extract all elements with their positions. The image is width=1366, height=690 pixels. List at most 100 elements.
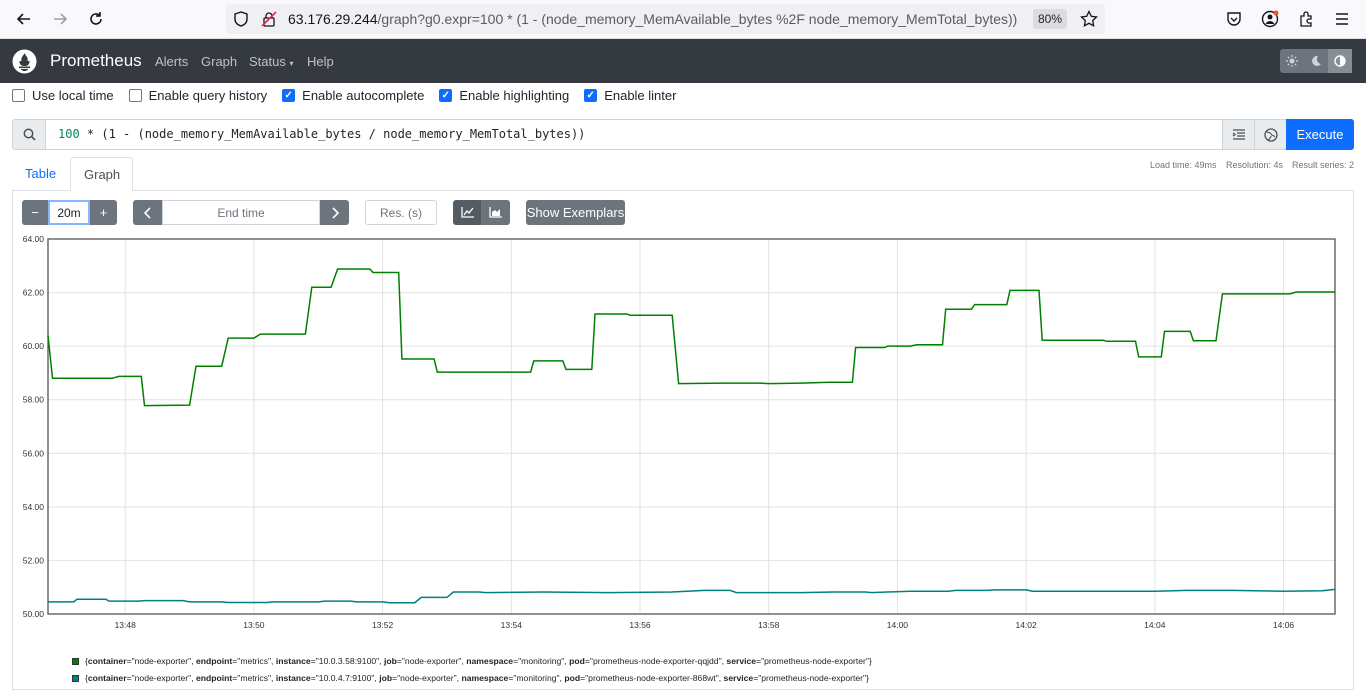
metrics-explorer-icon[interactable] (1254, 120, 1286, 149)
legend-label-key: service (723, 673, 754, 683)
x-tick-label: 13:48 (115, 620, 137, 630)
legend-label-key: pod (569, 656, 585, 666)
y-tick-label: 52.00 (23, 555, 45, 565)
x-tick-label: 13:52 (372, 620, 394, 630)
line-chart-icon (460, 207, 474, 218)
opt-linter[interactable]: Enable linter (584, 88, 676, 103)
nav-graph[interactable]: Graph (201, 54, 238, 69)
result-series: Result series: 2 (1292, 160, 1355, 170)
pocket-icon[interactable] (1223, 8, 1245, 30)
legend-label: {container="node-exporter", endpoint="me… (85, 656, 872, 666)
resolution-input[interactable]: Res. (s) (365, 200, 437, 225)
legend-label-key: endpoint (195, 656, 233, 666)
memory-usage-chart[interactable]: 50.00 52.00 54.00 56.00 58.00 60.00 62.00 64.00… (0, 230, 1366, 640)
account-icon[interactable] (1259, 8, 1281, 30)
legend-label-key: endpoint (195, 673, 233, 683)
zoom-indicator[interactable]: 80% (1033, 9, 1067, 29)
caret-down-icon: ▾ (289, 59, 294, 68)
legend-label-key: instance (275, 673, 311, 683)
forward-icon[interactable] (49, 8, 71, 30)
tab-table[interactable]: Table (25, 166, 57, 181)
legend-item[interactable]: {container="node-exporter", endpoint="me… (72, 673, 869, 683)
auto-theme-icon[interactable] (1328, 49, 1352, 73)
end-time-input[interactable]: End time (162, 200, 320, 225)
y-tick-label: 64.00 (23, 234, 45, 244)
legend-label: {container="node-exporter", endpoint="me… (85, 673, 869, 683)
query-expression: * (1 - (node_memory_MemAvailable_bytes /… (79, 127, 586, 141)
settings-options: Use local time Enable query history Enab… (12, 88, 691, 103)
x-tick-label: 13:58 (758, 620, 780, 630)
reload-icon[interactable] (85, 8, 107, 30)
opt-highlighting-label: Enable highlighting (459, 88, 570, 103)
query-number: 100 (58, 127, 80, 141)
execute-button[interactable]: Execute (1286, 119, 1354, 150)
opt-autocomplete[interactable]: Enable autocomplete (282, 88, 424, 103)
range-increase-button[interactable]: + (90, 200, 117, 225)
y-tick-label: 54.00 (23, 502, 45, 512)
legend-label-key: job (383, 656, 397, 666)
opt-query-history[interactable]: Enable query history (128, 88, 268, 103)
plot-border (47, 238, 1336, 615)
range-decrease-button[interactable]: − (22, 200, 48, 225)
nav-help[interactable]: Help (307, 54, 334, 69)
show-exemplars-button[interactable]: Show Exemplars (526, 200, 625, 225)
opt-local-time-label: Use local time (32, 88, 114, 103)
nav-alerts[interactable]: Alerts (155, 54, 189, 69)
legend-label-key: container (87, 673, 127, 683)
load-time: Load time: 49ms (1150, 160, 1217, 170)
time-forward-button[interactable] (320, 200, 349, 225)
brand[interactable]: Prometheus (50, 51, 142, 70)
y-tick-label: 58.00 (23, 395, 45, 405)
menu-icon[interactable] (1331, 8, 1353, 30)
range-input[interactable]: 20m (48, 200, 90, 225)
opt-query-history-label: Enable query history (148, 88, 268, 103)
stacked-chart-button[interactable] (481, 200, 510, 225)
search-icon (13, 120, 46, 149)
theme-toggle (1280, 49, 1352, 73)
y-tick-label: 50.00 (23, 609, 45, 619)
legend-swatch (72, 657, 79, 665)
highlighting-checkbox[interactable] (439, 89, 453, 102)
back-icon[interactable] (13, 8, 35, 30)
extensions-icon[interactable] (1295, 8, 1317, 30)
dark-theme-icon[interactable] (1304, 49, 1328, 73)
opt-autocomplete-label: Enable autocomplete (302, 88, 425, 103)
legend-label-key: instance (275, 656, 311, 666)
legend-label-key: pod (564, 673, 581, 683)
bookmark-star-icon[interactable] (1078, 8, 1100, 30)
prometheus-logo-icon[interactable] (12, 49, 37, 79)
legend-label-key: namespace (466, 656, 514, 666)
x-tick-label: 14:04 (1144, 620, 1166, 630)
nav-status[interactable]: Status ▾ (249, 54, 294, 69)
x-tick-label: 14:00 (887, 620, 909, 630)
local-time-checkbox[interactable] (12, 89, 25, 102)
legend-label-key: service (726, 656, 757, 666)
url-bar[interactable]: 63.176.29.244/graph?g0.expr=100 * (1 - (… (226, 4, 1105, 34)
opt-linter-label: Enable linter (604, 88, 677, 103)
x-tick-label: 13:56 (629, 620, 651, 630)
legend-label-key: job (379, 673, 393, 683)
opt-highlighting[interactable]: Enable highlighting (439, 88, 569, 103)
x-tick-label: 14:02 (1015, 620, 1037, 630)
autocomplete-checkbox[interactable] (282, 89, 296, 102)
resolution: Resolution: 4s (1226, 160, 1284, 170)
time-back-button[interactable] (133, 200, 162, 225)
format-query-icon[interactable] (1222, 120, 1254, 149)
shield-icon[interactable] (230, 8, 252, 30)
line-chart-button[interactable] (453, 200, 481, 225)
navbar: Prometheus Alerts Graph Status ▾ Help (0, 39, 1366, 83)
tab-graph[interactable]: Graph (70, 157, 133, 191)
query-input[interactable]: 100 * (1 - (node_memory_MemAvailable_byt… (58, 127, 585, 141)
legend-label-key: namespace (461, 673, 509, 683)
insecure-lock-icon[interactable] (258, 8, 280, 30)
view-tabs: Table Graph (12, 157, 1354, 191)
series-line-2 (48, 588, 1336, 604)
query-history-checkbox[interactable] (128, 89, 142, 102)
linter-checkbox[interactable] (584, 89, 598, 102)
opt-local-time[interactable]: Use local time (12, 88, 114, 103)
light-theme-icon[interactable] (1280, 49, 1304, 73)
y-tick-label: 60.00 (23, 341, 45, 351)
legend-item[interactable]: {container="node-exporter", endpoint="me… (72, 656, 872, 666)
url-text[interactable]: 63.176.29.244/graph?g0.expr=100 * (1 - (… (288, 11, 1028, 27)
y-tick-label: 56.00 (23, 448, 45, 458)
